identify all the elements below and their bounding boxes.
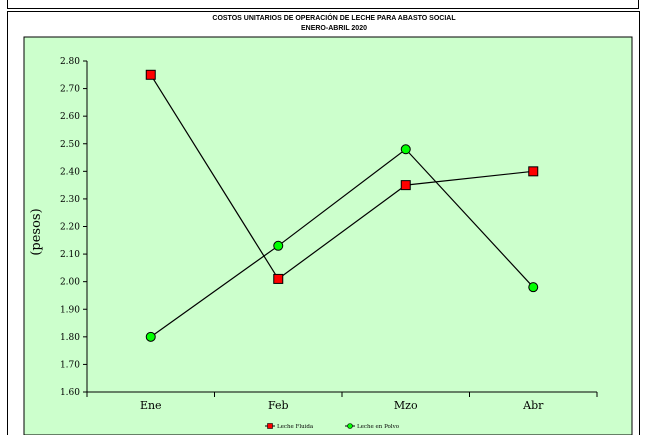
y-tick-label: 1.80 xyxy=(60,333,80,343)
data-point-square xyxy=(528,166,539,177)
x-tick-label: Feb xyxy=(268,399,289,412)
legend-label: Leche Fluida xyxy=(277,424,314,430)
chart-title: COSTOS UNITARIOS DE OPERACIÓN DE LECHE P… xyxy=(212,13,456,22)
y-tick-label: 2.80 xyxy=(60,57,80,67)
series-line-0 xyxy=(150,74,534,280)
top-frame xyxy=(7,0,639,9)
y-tick-label: 2.50 xyxy=(60,140,80,150)
series-line-1 xyxy=(150,148,534,338)
data-point-circle xyxy=(528,282,539,293)
x-tick-label: Abr xyxy=(522,399,544,412)
series-group xyxy=(145,69,539,342)
data-point-square xyxy=(145,69,156,80)
y-tick-label: 2.40 xyxy=(60,167,80,177)
x-tick-label: Ene xyxy=(140,399,162,412)
data-point-square xyxy=(400,180,411,191)
y-tick-label: 1.60 xyxy=(60,388,80,398)
y-axis-label: (pesos) xyxy=(29,208,44,255)
y-tick-label: 2.00 xyxy=(60,278,80,288)
legend-marker-circle xyxy=(347,423,353,429)
y-tick-label: 2.60 xyxy=(60,112,80,122)
y-tick-label: 1.90 xyxy=(60,305,80,315)
legend-label: Leche en Polvo xyxy=(357,424,400,430)
x-tick-label: Mzo xyxy=(394,399,418,412)
data-point-circle xyxy=(273,240,284,251)
data-point-circle xyxy=(400,144,411,155)
plot-area xyxy=(23,36,633,435)
y-tick-label: 1.70 xyxy=(60,360,80,370)
data-point-circle xyxy=(145,331,156,342)
y-tick-label: 2.20 xyxy=(60,223,80,233)
chart-subtitle: ENERO-ABRIL 2020 xyxy=(301,25,367,32)
y-tick-label: 2.30 xyxy=(60,195,80,205)
y-tick-label: 2.70 xyxy=(60,85,80,95)
axes: 1.60 1.70 1.80 1.90 2.00 2.10 2.20 2.30 2.40 2.50… xyxy=(60,57,598,412)
data-point-square xyxy=(273,273,284,284)
legend-marker-square xyxy=(267,423,273,429)
legend: Leche Fluida Leche en Polvo xyxy=(265,423,400,430)
y-tick-label: 2.10 xyxy=(60,250,80,260)
